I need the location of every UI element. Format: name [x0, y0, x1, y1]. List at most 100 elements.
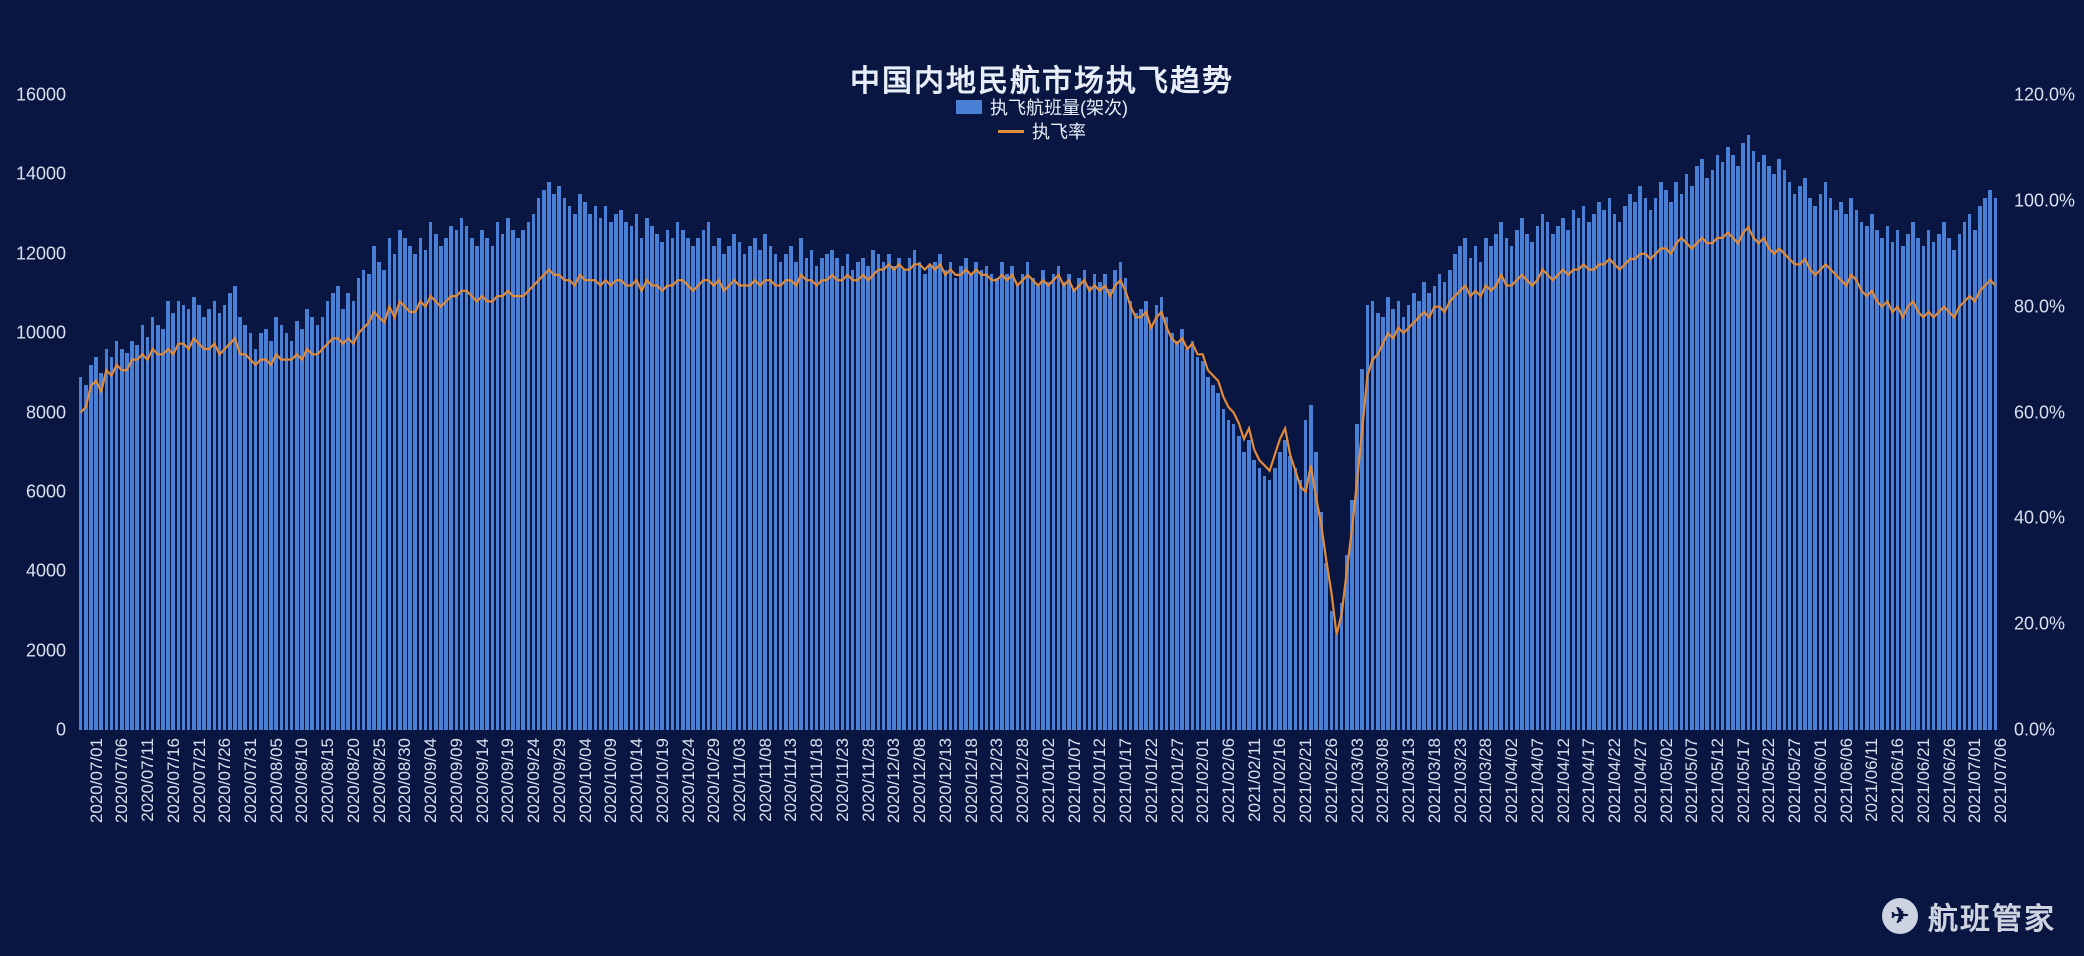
bar [1278, 452, 1282, 730]
x-tick: 2021/01/27 [1168, 738, 1188, 823]
bar [1592, 214, 1596, 730]
bar [1813, 206, 1817, 730]
bar [619, 210, 623, 730]
x-tick: 2021/02/16 [1270, 738, 1290, 823]
x-tick: 2020/10/29 [704, 738, 724, 823]
bar [233, 286, 237, 731]
bar [552, 194, 556, 730]
bar [1520, 218, 1524, 730]
bar [295, 321, 299, 730]
y-left-tick: 2000 [0, 640, 72, 661]
bar [1448, 270, 1452, 730]
bar [1381, 317, 1385, 730]
bar [166, 301, 170, 730]
bar [1916, 238, 1920, 730]
bar [439, 246, 443, 730]
bar [393, 254, 397, 730]
x-tick: 2020/09/04 [421, 738, 441, 823]
bar [1273, 468, 1277, 730]
x-tick: 2021/05/02 [1657, 738, 1677, 823]
x-tick: 2020/07/06 [112, 738, 132, 823]
bar [1834, 210, 1838, 730]
x-tick: 2021/02/26 [1322, 738, 1342, 823]
bar [331, 293, 335, 730]
bar [1453, 254, 1457, 730]
bar [1896, 230, 1900, 730]
bar [810, 250, 814, 730]
x-tick: 2021/02/06 [1219, 738, 1239, 823]
bar [1988, 190, 1992, 730]
x-tick: 2020/07/21 [190, 738, 210, 823]
bar [1113, 270, 1117, 730]
bar [274, 317, 278, 730]
bar [321, 317, 325, 730]
bar [897, 258, 901, 730]
bar [130, 341, 134, 730]
bar [1170, 333, 1174, 730]
bar [1191, 341, 1195, 730]
bar [624, 222, 628, 730]
bar [1623, 206, 1627, 730]
bar [1860, 222, 1864, 730]
bar [182, 305, 186, 730]
x-tick: 2021/05/07 [1682, 738, 1702, 823]
bar [969, 274, 973, 730]
bar [398, 230, 402, 730]
y-left-tick: 0 [0, 720, 72, 741]
bar [1083, 270, 1087, 730]
bar [1227, 420, 1231, 730]
bar [1175, 341, 1179, 730]
bar [722, 254, 726, 730]
bar [424, 250, 428, 730]
bar [357, 278, 361, 730]
bar [346, 293, 350, 730]
bar [990, 274, 994, 730]
bar [918, 262, 922, 730]
bar [1165, 317, 1169, 730]
bar [799, 238, 803, 730]
bar [1803, 178, 1807, 730]
bar [1726, 147, 1730, 730]
bar [1731, 155, 1735, 730]
x-tick: 2021/05/17 [1734, 738, 1754, 823]
bar [573, 214, 577, 730]
bar [259, 333, 263, 730]
x-tick: 2020/12/08 [910, 738, 930, 823]
bar [1793, 194, 1797, 730]
bar [557, 186, 561, 730]
bar [1808, 198, 1812, 730]
x-tick: 2020/12/23 [987, 738, 1007, 823]
y-left-tick: 12000 [0, 243, 72, 264]
bar [980, 270, 984, 730]
bar [1397, 301, 1401, 730]
bar [460, 218, 464, 730]
bar [563, 198, 567, 730]
bar [1891, 242, 1895, 730]
bar [1412, 293, 1416, 730]
bar [1376, 313, 1380, 730]
y-axis-right: 0.0%20.0%40.0%60.0%80.0%100.0%120.0% [2006, 95, 2084, 730]
bar [521, 230, 525, 730]
bar [1716, 155, 1720, 730]
bar [1067, 274, 1071, 730]
x-tick: 2020/12/18 [962, 738, 982, 823]
bar [1963, 222, 1967, 730]
bar [1875, 230, 1879, 730]
bar [465, 226, 469, 730]
x-tick: 2021/04/07 [1528, 738, 1548, 823]
bar [871, 250, 875, 730]
bar [1052, 274, 1056, 730]
bar [1618, 222, 1622, 730]
bar [1613, 214, 1617, 730]
bar [846, 254, 850, 730]
x-tick: 2020/07/31 [241, 738, 261, 823]
bar [79, 377, 83, 730]
x-tick: 2020/08/30 [395, 738, 415, 823]
bar [1886, 226, 1890, 730]
bar [861, 258, 865, 730]
x-tick: 2021/06/16 [1888, 738, 1908, 823]
bar [1417, 301, 1421, 730]
bar [94, 357, 98, 730]
bar [1402, 317, 1406, 730]
bar [485, 238, 489, 730]
